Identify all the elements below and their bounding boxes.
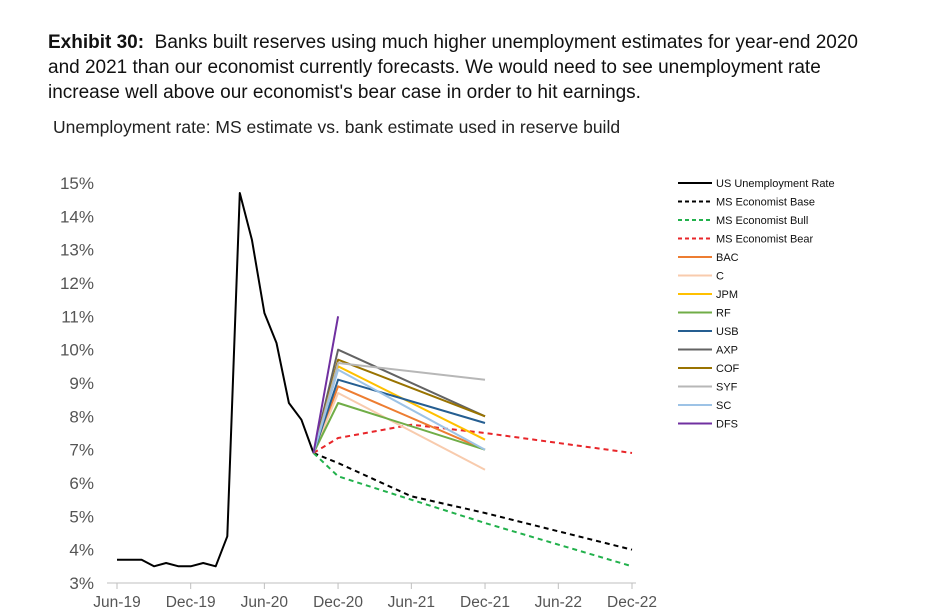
legend-label-syf: SYF	[716, 382, 738, 394]
y-tick-label: 14%	[60, 207, 94, 226]
y-tick-label: 12%	[60, 274, 94, 293]
exhibit-caption-text: Banks built reserves using much higher u…	[48, 32, 859, 103]
legend-label-ms-economist-bull: MS Economist Bull	[716, 215, 808, 227]
series-line-c	[312, 392, 486, 471]
x-tick-label: Jun-19	[93, 594, 140, 609]
exhibit-caption: Exhibit 30: Banks built reserves using m…	[48, 30, 888, 105]
exhibit-label: Exhibit 30:	[48, 32, 145, 53]
series-line-sc	[312, 368, 486, 454]
legend-label-rf: RF	[716, 308, 731, 320]
series-line-ms-economist-bear	[312, 423, 633, 454]
x-tick-label: Jun-20	[241, 594, 289, 609]
x-tick-label: Jun-22	[535, 594, 582, 609]
x-tick-label: Jun-21	[388, 594, 435, 609]
legend-label-dfs: DFS	[716, 419, 738, 431]
series-line-dfs	[312, 316, 340, 454]
y-tick-label: 13%	[60, 241, 94, 260]
series-line-rf	[312, 402, 486, 454]
y-tick-label: 10%	[60, 341, 94, 360]
legend: US Unemployment Rate MS Economist Base MS …	[678, 178, 835, 431]
legend-label-ms-economist-base: MS Economist Base	[716, 197, 815, 209]
legend-label-usb: USB	[716, 326, 739, 338]
x-tick-label: Dec-19	[166, 594, 216, 609]
y-tick-label: 6%	[69, 474, 94, 493]
series-layer	[117, 192, 633, 568]
x-tick-label: Dec-22	[607, 594, 657, 609]
y-tick-label: 7%	[69, 441, 94, 460]
legend-label-sc: SC	[716, 400, 731, 412]
y-tick-label: 11%	[61, 307, 94, 326]
legend-label-cof: COF	[716, 363, 740, 375]
y-axis: 3% 4% 5% 6% 7% 8% 9% 10% 11% 12% 13% 14% 15%	[60, 174, 94, 593]
series-line-us-unemployment-rate	[117, 192, 315, 568]
x-tick-label: Dec-21	[460, 594, 510, 609]
series-line-ms-economist-base	[313, 452, 633, 551]
y-tick-label: 4%	[69, 541, 94, 560]
y-tick-label: 3%	[69, 574, 94, 593]
legend-label-c: C	[716, 271, 724, 283]
legend-label-us-unemployment-rate: US Unemployment Rate	[716, 178, 835, 190]
series-line-ms-economist-bull	[312, 452, 633, 568]
x-axis: Jun-19 Dec-19 Jun-20 Dec-20 Jun-21 Dec-21 Jun-…	[93, 582, 657, 609]
legend-label-jpm: JPM	[716, 289, 738, 301]
y-tick-label: 15%	[60, 174, 94, 193]
legend-label-bac: BAC	[716, 252, 739, 264]
y-tick-label: 5%	[69, 507, 94, 526]
y-tick-label: 9%	[69, 374, 94, 393]
y-tick-label: 8%	[69, 407, 94, 426]
x-tick-label: Dec-20	[313, 594, 363, 609]
legend-label-axp: AXP	[716, 345, 738, 357]
legend-label-ms-economist-bear: MS Economist Bear	[716, 234, 814, 246]
chart-subtitle: Unemployment rate: MS estimate vs. bank …	[53, 117, 621, 137]
